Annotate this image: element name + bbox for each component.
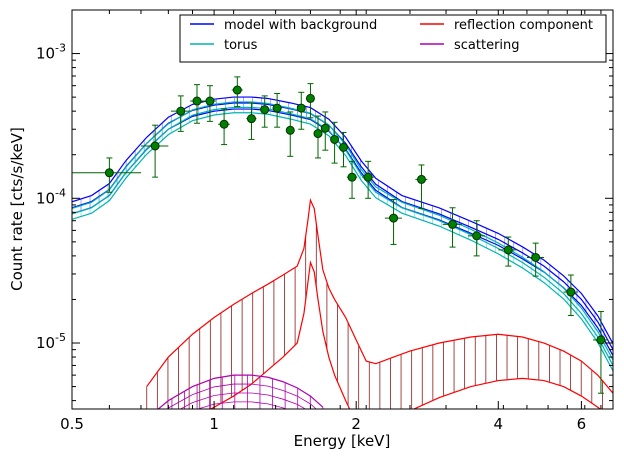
data-point [526, 242, 545, 277]
legend: model with background torus reflection com… [179, 14, 607, 63]
data-point [140, 124, 169, 178]
data-point [442, 207, 462, 248]
data-point-marker [296, 103, 306, 113]
x-tick-label: 1 [209, 415, 219, 433]
data-point [272, 92, 282, 128]
legend-box [179, 14, 607, 63]
data-point [362, 160, 374, 199]
data-point-marker [285, 125, 295, 135]
series-band-hatch [179, 392, 307, 409]
data-point-marker [192, 96, 202, 106]
data-point-marker [339, 142, 349, 152]
legend-label: model with background [224, 18, 377, 33]
plot-frame [71, 9, 614, 410]
y-tick-exponent: -5 [55, 331, 66, 344]
data-point [305, 83, 315, 119]
data-point [593, 311, 609, 394]
data-point-marker [176, 106, 186, 116]
series-scattering [157, 374, 324, 409]
data-point [563, 274, 578, 316]
data-point [330, 121, 340, 164]
data-point [339, 131, 349, 168]
data-point-marker [246, 114, 256, 124]
data-point [246, 102, 257, 140]
series-upper-line [146, 198, 613, 394]
data-point [190, 84, 204, 124]
y-tick-exponent: -4 [55, 186, 66, 199]
legend-label: reflection component [454, 18, 593, 33]
series-band-hatch [196, 401, 288, 409]
data-point [313, 115, 323, 159]
data-point-marker [320, 123, 330, 133]
data-point-marker [260, 105, 270, 115]
data-points [72, 76, 609, 394]
series-band-hatch [166, 383, 317, 409]
series-lower-line [209, 260, 602, 409]
data-point [384, 199, 402, 245]
data-point-marker [472, 231, 482, 241]
data-point-marker [596, 335, 606, 345]
data-point [498, 236, 518, 267]
data-point-marker [205, 96, 215, 106]
data-point-marker [448, 219, 458, 229]
series-upper-line [72, 101, 613, 361]
series-upper-line [157, 374, 324, 409]
data-point-marker [389, 213, 399, 223]
data-point-marker [150, 141, 160, 151]
data-point [72, 157, 141, 193]
data-point-marker [232, 85, 242, 95]
legend-label: scattering [454, 38, 520, 53]
series-reflection-component [146, 198, 613, 409]
data-point [170, 95, 191, 132]
data-point-marker [531, 252, 541, 262]
legend-label: torus [224, 38, 258, 53]
data-point-marker [104, 168, 114, 178]
data-point-marker [219, 119, 229, 129]
y-tick-exponent: -3 [55, 42, 66, 55]
x-tick-label: 2 [351, 415, 361, 433]
data-point-marker [347, 172, 357, 182]
data-point [231, 76, 243, 108]
x-axis-label: Energy [keV] [294, 432, 391, 450]
data-point-marker [503, 245, 513, 255]
data-point [415, 164, 428, 210]
data-point [467, 220, 486, 257]
data-point-marker [272, 103, 282, 113]
data-point [259, 95, 270, 128]
data-point-marker [363, 172, 373, 182]
x-tick-label: 0.5 [60, 415, 84, 433]
x-tick-label: 4 [494, 415, 504, 433]
data-point [320, 111, 330, 151]
data-point-marker [330, 134, 340, 144]
x-tick-label: 6 [577, 415, 587, 433]
data-point [285, 111, 295, 157]
data-point-marker [566, 287, 576, 297]
data-point [346, 160, 358, 199]
data-point [296, 91, 306, 130]
y-axis-label: Count rate [cts/s/keV] [8, 127, 26, 291]
data-point [218, 108, 230, 146]
data-point-marker [305, 93, 315, 103]
data-point-marker [313, 129, 323, 139]
data-point [203, 85, 217, 122]
data-point-marker [416, 174, 426, 184]
